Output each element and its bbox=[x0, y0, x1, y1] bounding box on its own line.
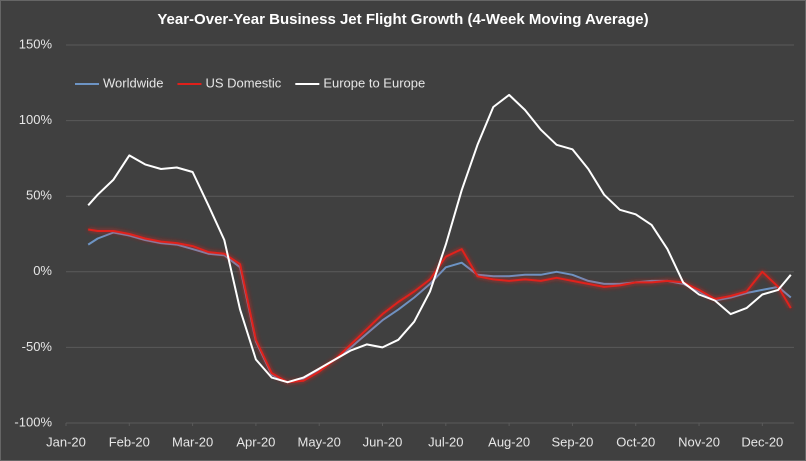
x-tick-label: Nov-20 bbox=[678, 434, 720, 449]
x-tick-label: Dec-20 bbox=[741, 434, 783, 449]
series-line bbox=[87, 93, 792, 384]
y-tick-label: 50% bbox=[26, 188, 52, 203]
x-tick-label: Apr-20 bbox=[236, 434, 275, 449]
x-tick-label: Jun-20 bbox=[363, 434, 403, 449]
x-tick-label: May-20 bbox=[298, 434, 341, 449]
y-tick-label: -100% bbox=[14, 414, 52, 429]
legend-label: US Domestic bbox=[205, 75, 281, 90]
legend-label: Worldwide bbox=[103, 75, 163, 90]
x-tick-label: Oct-20 bbox=[616, 434, 655, 449]
x-tick-label: Jul-20 bbox=[428, 434, 463, 449]
y-tick-label: -50% bbox=[22, 339, 53, 354]
legend-label: Europe to Europe bbox=[323, 75, 425, 90]
x-tick-label: Feb-20 bbox=[109, 434, 150, 449]
x-tick-label: Sep-20 bbox=[551, 434, 593, 449]
x-tick-label: Mar-20 bbox=[172, 434, 213, 449]
x-tick-label: Aug-20 bbox=[488, 434, 530, 449]
y-tick-label: 0% bbox=[33, 263, 52, 278]
chart-title: Year-Over-Year Business Jet Flight Growt… bbox=[157, 11, 648, 28]
y-tick-label: 100% bbox=[19, 112, 53, 127]
y-tick-label: 150% bbox=[19, 36, 53, 51]
x-tick-label: Jan-20 bbox=[46, 434, 86, 449]
